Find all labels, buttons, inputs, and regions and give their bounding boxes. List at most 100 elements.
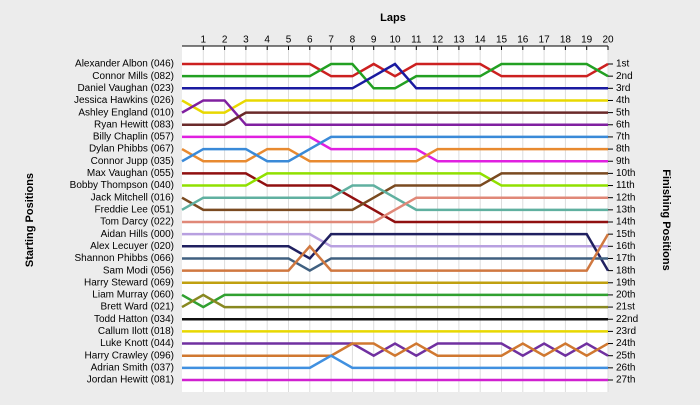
y2-tick-label: 24th bbox=[616, 338, 635, 349]
lap-line bbox=[181, 147, 608, 163]
driver-label: Harry Crawley (096) bbox=[85, 350, 174, 361]
lap-line bbox=[182, 111, 608, 127]
driver-label: Freddie Lee (051) bbox=[95, 204, 175, 215]
driver-label: Callum Ilott (018) bbox=[98, 326, 174, 337]
x-tick-label: 10 bbox=[389, 35, 401, 46]
x-tick-label: 5 bbox=[286, 35, 292, 46]
driver-label: Tom Darcy (022) bbox=[100, 217, 174, 228]
driver-label: Jordan Hewitt (081) bbox=[87, 375, 174, 386]
x-tick-label: 6 bbox=[307, 35, 313, 46]
driver-label: Todd Hatton (034) bbox=[94, 314, 174, 325]
x-tick-label: 2 bbox=[222, 35, 228, 46]
x-tick-label: 4 bbox=[264, 35, 270, 46]
x-tick-label: 11 bbox=[411, 35, 422, 46]
y2-tick-label: 8th bbox=[616, 144, 630, 155]
driver-label: Dylan Phibbs (067) bbox=[89, 144, 174, 155]
x-tick-label: 14 bbox=[475, 35, 487, 46]
driver-label: Alex Lecuyer (020) bbox=[90, 241, 174, 252]
lap-line bbox=[182, 257, 608, 273]
lap-line bbox=[181, 293, 608, 309]
y2-tick-label: 5th bbox=[616, 107, 630, 118]
y2-tick-label: 27th bbox=[616, 375, 635, 386]
driver-label: Ashley England (010) bbox=[78, 107, 174, 118]
lap-line bbox=[182, 233, 610, 272]
lap-line bbox=[182, 135, 608, 163]
y2-tick-label: 15th bbox=[616, 229, 635, 240]
driver-label: Adrian Smith (037) bbox=[91, 362, 174, 373]
lap-line bbox=[181, 293, 608, 309]
y2-tick-label: 18th bbox=[616, 265, 635, 276]
driver-label: Sam Modi (056) bbox=[103, 265, 174, 276]
lap-line bbox=[182, 172, 608, 224]
y2-tick-label: 7th bbox=[616, 132, 630, 143]
y2-tick-label: 21st bbox=[616, 302, 635, 313]
x-tick-label: 3 bbox=[243, 35, 249, 46]
driver-label: Harry Steward (069) bbox=[84, 277, 174, 288]
x-tick-label: 8 bbox=[350, 35, 356, 46]
y2-tick-label: 11th bbox=[616, 180, 635, 191]
driver-label: Alexander Albon (046) bbox=[75, 59, 174, 70]
driver-label: Bobby Thompson (040) bbox=[70, 180, 174, 191]
y2-tick-label: 17th bbox=[616, 253, 635, 264]
y2-tick-label: 26th bbox=[616, 362, 635, 373]
x-tick-label: 16 bbox=[517, 35, 529, 46]
y2-tick-label: 1st bbox=[616, 59, 630, 70]
lap-line bbox=[181, 135, 608, 163]
y2-tick-label: 14th bbox=[616, 217, 635, 228]
y2-tick-label: 2nd bbox=[616, 71, 633, 82]
driver-label: Jessica Hawkins (026) bbox=[74, 95, 174, 106]
x-tick-label: 17 bbox=[539, 35, 551, 46]
lap-line bbox=[182, 172, 608, 187]
driver-label: Max Vaughan (055) bbox=[87, 168, 174, 179]
lap-line bbox=[182, 354, 608, 370]
driver-label: Ryan Hewitt (083) bbox=[94, 119, 174, 130]
lap-line bbox=[182, 232, 610, 272]
y2-tick-label: 25th bbox=[616, 350, 635, 361]
x-tick-label: 13 bbox=[453, 35, 465, 46]
y2-axis-label: Finishing Positions bbox=[660, 169, 672, 270]
y2-tick-label: 10th bbox=[616, 168, 635, 179]
y2-tick-label: 16th bbox=[616, 241, 635, 252]
x-tick-label: 12 bbox=[432, 35, 444, 46]
lap-line bbox=[182, 196, 608, 224]
y2-tick-label: 3rd bbox=[616, 83, 630, 94]
y2-tick-label: 6th bbox=[616, 119, 630, 130]
driver-label: Jack Mitchell (016) bbox=[91, 192, 174, 203]
y2-tick-label: 22nd bbox=[616, 314, 638, 325]
y2-tick-label: 9th bbox=[616, 156, 630, 167]
lap-line bbox=[181, 99, 608, 127]
x-tick-label: 15 bbox=[496, 35, 508, 46]
lap-line bbox=[182, 232, 608, 248]
y-axis-label: Starting Positions bbox=[24, 173, 36, 267]
x-tick-label: 19 bbox=[581, 35, 593, 46]
driver-label: Billy Chaplin (057) bbox=[93, 132, 174, 143]
lap-line bbox=[181, 99, 608, 114]
x-tick-label: 9 bbox=[371, 35, 377, 46]
driver-label: Connor Jupp (035) bbox=[91, 156, 174, 167]
driver-label: Daniel Vaughan (023) bbox=[77, 83, 174, 94]
driver-label: Brett Ward (021) bbox=[100, 302, 174, 313]
lap-line bbox=[182, 342, 609, 358]
lap-line bbox=[181, 172, 608, 212]
lap-line bbox=[182, 62, 609, 90]
x-tick-label: 18 bbox=[560, 35, 572, 46]
y2-tick-label: 13th bbox=[616, 204, 635, 215]
lap-line bbox=[182, 342, 609, 358]
lap-line bbox=[182, 62, 608, 90]
x-tick-label: 1 bbox=[201, 35, 207, 46]
driver-label: Aidan Hills (000) bbox=[101, 229, 174, 240]
driver-label: Shannon Phibbs (066) bbox=[74, 253, 174, 264]
lap-line bbox=[182, 62, 609, 78]
y2-tick-label: 12th bbox=[616, 192, 635, 203]
y2-tick-label: 23rd bbox=[616, 326, 636, 337]
x-tick-label: 7 bbox=[328, 35, 334, 46]
axis-title: Laps bbox=[380, 12, 406, 24]
y2-tick-label: 4th bbox=[616, 95, 630, 106]
driver-label: Luke Knott (044) bbox=[100, 338, 174, 349]
x-tick-label: 20 bbox=[602, 35, 614, 46]
y2-tick-label: 20th bbox=[616, 290, 635, 301]
y2-tick-label: 19th bbox=[616, 277, 635, 288]
lap-line bbox=[181, 184, 608, 212]
